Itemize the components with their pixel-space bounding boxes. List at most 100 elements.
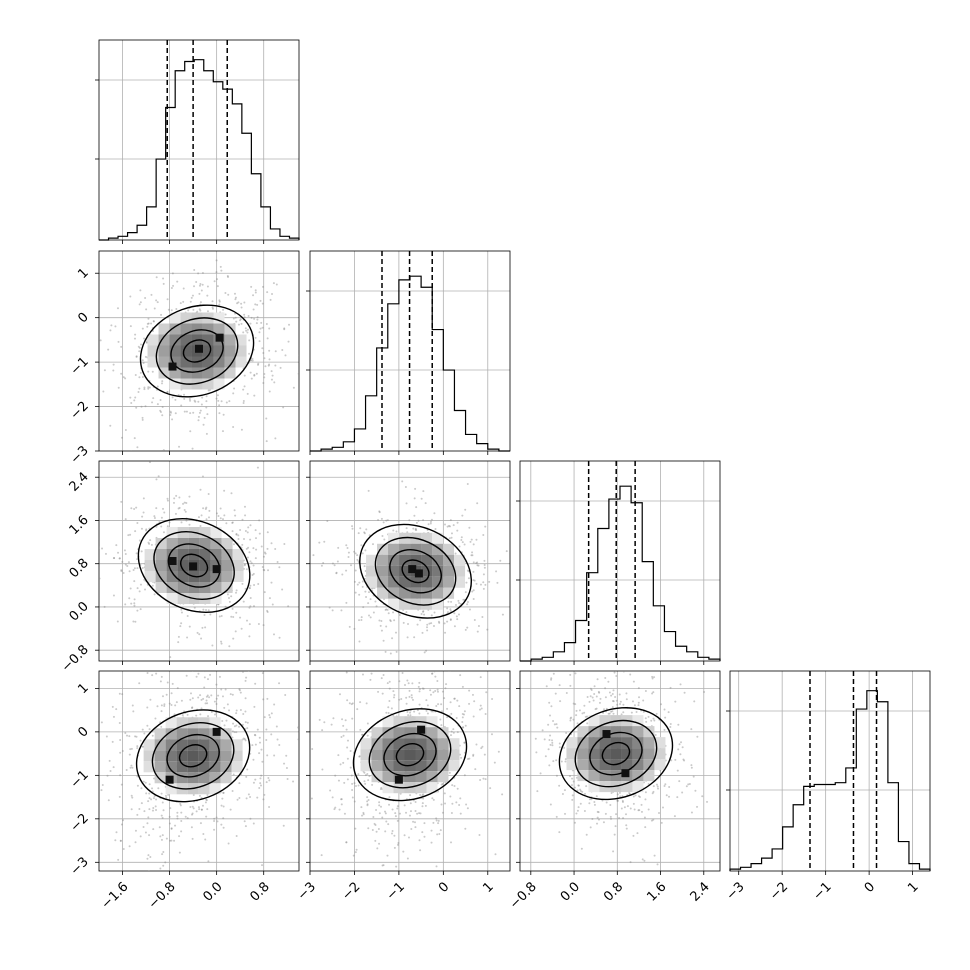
sample-point	[441, 690, 444, 693]
sample-point	[628, 792, 631, 795]
sample-point	[248, 339, 251, 342]
sample-point	[703, 690, 706, 693]
density-cell	[588, 748, 600, 760]
sample-point	[555, 723, 558, 726]
density-cell	[632, 748, 644, 760]
sample-point	[450, 712, 453, 715]
sample-point	[419, 812, 422, 815]
sample-point	[163, 704, 166, 707]
sample-point	[256, 318, 259, 321]
sample-point	[265, 440, 268, 443]
sample-point	[593, 803, 596, 806]
sample-point	[120, 783, 123, 786]
density-cell	[588, 715, 600, 727]
sample-point	[685, 785, 688, 788]
sample-point	[477, 564, 480, 567]
sample-point	[121, 750, 124, 753]
sample-point	[180, 811, 183, 814]
sample-point	[138, 807, 141, 810]
density-cell	[577, 737, 589, 749]
contour-level-1	[155, 317, 239, 385]
sample-point	[129, 748, 132, 751]
sample-point	[583, 711, 586, 714]
sample-point	[207, 609, 210, 612]
sample-point	[152, 320, 155, 323]
sample-point	[574, 672, 577, 675]
sample-point	[274, 547, 277, 550]
sample-point	[408, 695, 411, 698]
density-cell	[158, 323, 170, 335]
sample-point	[644, 798, 647, 801]
sample-point	[345, 841, 348, 844]
sample-point	[152, 797, 155, 800]
sample-point	[157, 787, 160, 790]
sample-point	[555, 759, 558, 762]
sample-point	[561, 793, 564, 796]
sample-point	[453, 697, 456, 700]
sample-point	[205, 395, 208, 398]
sample-point	[620, 807, 623, 810]
sample-point	[591, 818, 594, 821]
sample-point	[175, 308, 178, 311]
density-cell	[147, 334, 159, 346]
sample-point	[243, 563, 246, 566]
sample-point	[140, 405, 143, 408]
sample-point	[668, 795, 671, 798]
density-cell	[415, 760, 427, 772]
sample-point	[197, 415, 200, 418]
sample-point	[473, 579, 476, 582]
sample-point	[148, 870, 150, 871]
sample-point	[217, 514, 220, 517]
density-cell	[169, 334, 181, 346]
sample-point	[400, 698, 403, 701]
sample-point	[461, 713, 464, 716]
density-cell	[437, 727, 449, 739]
x-tick-label: 2.4	[688, 879, 713, 904]
sample-point	[266, 697, 269, 700]
sample-point	[588, 802, 591, 805]
sample-point	[224, 688, 227, 691]
sample-point	[361, 673, 364, 676]
sample-point	[488, 580, 491, 583]
sample-point	[243, 564, 246, 567]
sample-point	[198, 308, 201, 311]
density-cell	[202, 345, 214, 357]
sample-point	[246, 727, 249, 730]
sample-point	[411, 698, 414, 701]
sample-point	[273, 703, 276, 706]
sample-point	[394, 815, 397, 818]
sample-point	[292, 386, 295, 389]
sample-point	[418, 839, 421, 842]
sample-point	[331, 562, 334, 565]
sample-point	[273, 381, 276, 384]
density-cell	[432, 554, 444, 566]
sample-point	[206, 793, 209, 796]
sample-point	[453, 871, 455, 873]
sample-point	[288, 323, 291, 326]
sample-point	[297, 372, 299, 375]
sample-point	[139, 608, 142, 611]
sample-point	[433, 611, 436, 614]
density-cell	[415, 771, 427, 783]
density-peak	[414, 569, 423, 578]
sample-point	[148, 461, 151, 464]
sample-point	[351, 525, 354, 528]
sample-point	[674, 700, 677, 703]
sample-point	[124, 732, 127, 735]
density-peak	[408, 565, 417, 574]
sample-point	[278, 636, 281, 639]
sample-point	[179, 302, 182, 305]
sample-point	[354, 552, 357, 555]
sample-point	[283, 762, 286, 765]
sample-point	[197, 516, 200, 519]
contour-level-0	[352, 708, 468, 802]
sample-point	[398, 698, 401, 701]
sample-point	[138, 539, 141, 542]
sample-point	[225, 522, 228, 525]
sample-point	[203, 676, 206, 679]
sample-point	[300, 741, 302, 743]
y-tick-label: −2	[68, 811, 92, 835]
sample-point	[146, 724, 149, 727]
sample-point	[564, 758, 567, 761]
sample-point	[145, 340, 148, 343]
